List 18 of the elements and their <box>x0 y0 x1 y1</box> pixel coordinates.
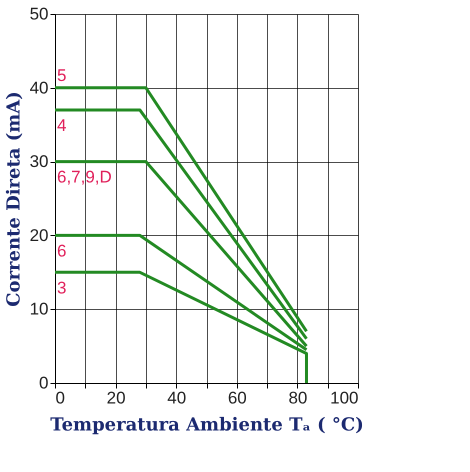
x-tick-label: 0 <box>56 388 65 408</box>
x-tick-label: 20 <box>106 388 126 408</box>
y-tick-label: 0 <box>39 374 48 392</box>
y-tick-label: 40 <box>30 78 48 98</box>
y-axis-title: Corrente Direta (mA) <box>4 91 25 307</box>
y-tick-label: 50 <box>30 4 48 24</box>
y-tick-label: 20 <box>30 226 48 245</box>
series-label: 6 <box>57 241 66 260</box>
series-label: 5 <box>57 66 66 85</box>
x-tick-label: 100 <box>330 388 358 408</box>
y-tick-label: 30 <box>30 152 48 172</box>
series-label: 4 <box>57 116 66 135</box>
x-axis-title: Temperatura Ambiente Tₐ ( °C) <box>50 414 364 436</box>
series-label: 3 <box>57 278 66 298</box>
x-tick-label: 60 <box>228 388 247 408</box>
x-tick-label: 40 <box>167 388 186 408</box>
y-tick-label: 10 <box>30 300 48 319</box>
x-tick-label: 80 <box>288 388 308 408</box>
